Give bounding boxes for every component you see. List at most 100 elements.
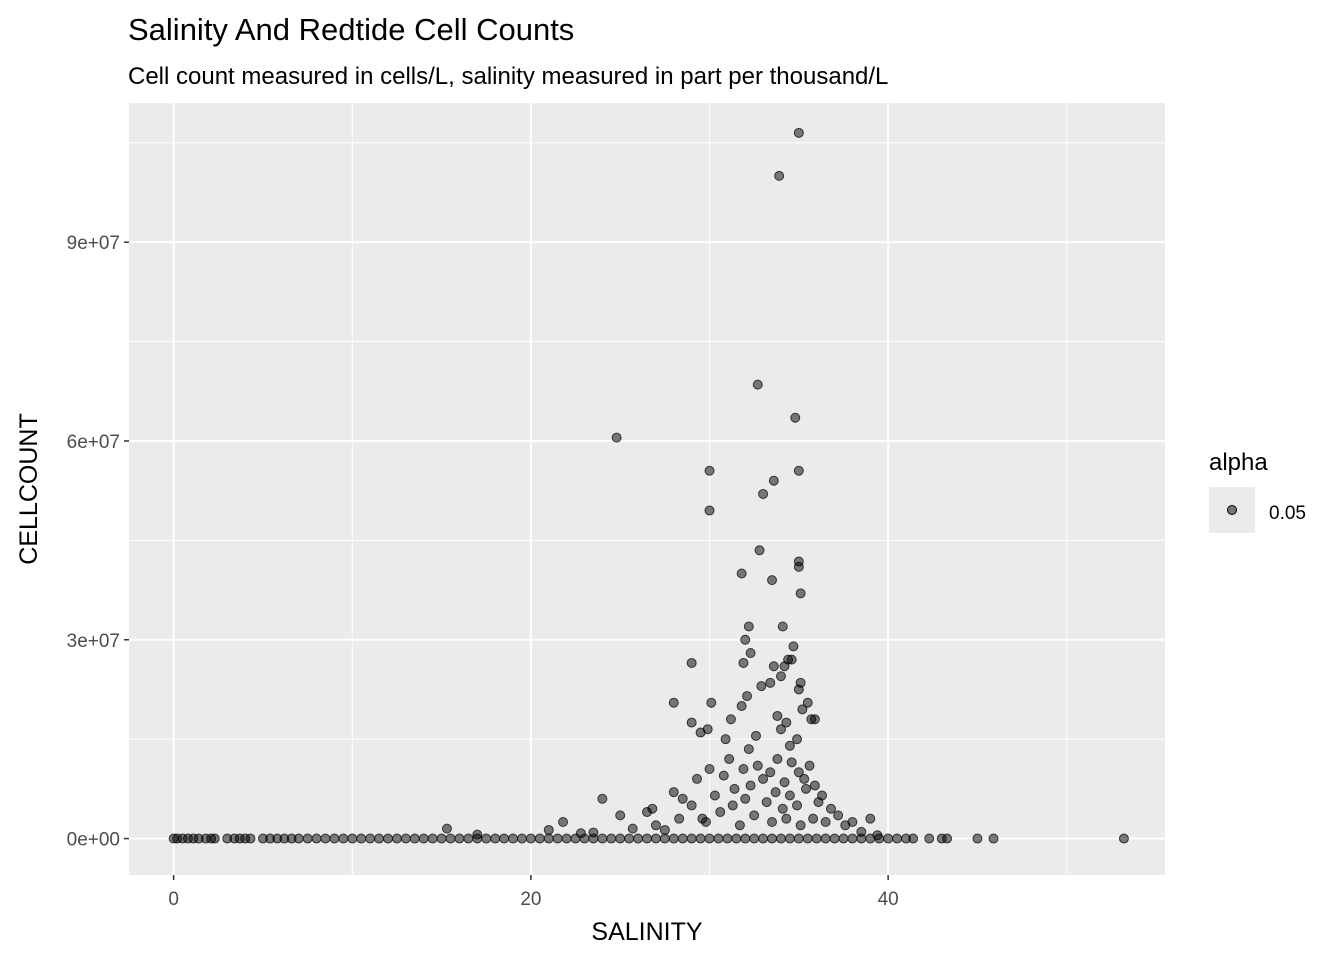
data-point [668,697,679,708]
data-point [795,588,806,599]
data-point [731,833,742,844]
data-point [692,773,703,784]
data-point [499,833,510,844]
data-point [809,780,820,791]
data-point [838,833,849,844]
data-point [792,800,803,811]
data-point [765,767,776,778]
data-point [797,704,808,715]
data-point [772,754,783,765]
data-point [650,833,661,844]
data-point [588,827,599,838]
data-point [543,824,554,835]
data-point [767,816,778,827]
data-point [356,833,367,844]
legend-title: alpha [1209,449,1268,476]
data-point [677,833,688,844]
data-point [454,833,465,844]
data-point [490,833,501,844]
data-point [481,833,492,844]
data-point [659,833,670,844]
x-axis: 0 20 40 [168,875,899,910]
data-point [775,833,786,844]
data-point [740,793,751,804]
data-point [695,833,706,844]
data-point [793,465,804,476]
data-point [784,790,795,801]
data-point [725,714,736,725]
data-point [820,816,831,827]
data-point [786,757,797,768]
data-point [624,833,635,844]
y-axis-title: CELLCOUNT [15,413,43,564]
data-point [702,724,713,735]
data-point [768,661,779,672]
data-point [847,816,858,827]
data-point [734,820,745,831]
data-point [829,833,840,844]
data-point [767,575,778,586]
data-point [811,833,822,844]
data-point [775,671,786,682]
data-point [883,833,894,844]
data-point [606,833,617,844]
data-point [209,833,220,844]
data-point [784,740,795,751]
data-point [1118,833,1129,844]
data-point [704,505,715,516]
data-point [775,724,786,735]
x-tick-label: 0 [168,889,179,910]
data-point [872,830,883,841]
data-point [756,681,767,692]
data-point [784,833,795,844]
data-point [720,734,731,745]
data-point [525,833,536,844]
data-point [758,833,769,844]
data-point [774,170,785,181]
data-point [575,828,586,839]
data-point [856,826,867,837]
data-point [988,833,999,844]
plot-panel [129,103,1165,875]
data-point [761,797,772,808]
data-point [704,763,715,774]
data-point [706,697,717,708]
x-tick-label: 20 [520,889,541,910]
data-point [745,648,756,659]
chart-title: Salinity And Redtide Cell Counts [128,12,574,47]
data-point [813,797,824,808]
y-tick-label: 0e+00 [67,830,120,851]
data-point [754,545,765,556]
data-point [795,820,806,831]
data-point [781,813,792,824]
data-point [677,793,688,804]
data-point [633,833,644,844]
data-point [742,691,753,702]
data-point [758,488,769,499]
data-point [418,833,429,844]
data-point [611,432,622,443]
data-point [729,783,740,794]
data-point [793,127,804,138]
data-point [770,787,781,798]
data-point [472,829,483,840]
data-point [704,465,715,476]
data-point [788,641,799,652]
data-point [736,701,747,712]
data-point [752,760,763,771]
data-point [383,833,393,844]
data-point [329,833,340,844]
data-point [750,730,761,741]
y-tick-label: 6e+07 [67,432,120,453]
data-point [445,833,456,844]
data-point [686,800,697,811]
y-axis: 0e+00 3e+07 6e+07 9e+07 [67,233,129,851]
data-point [293,833,304,844]
data-point [786,654,797,665]
data-point [809,714,820,725]
data-point [311,833,322,844]
data-point [463,833,474,844]
data-point [752,379,763,390]
data-point [799,773,810,784]
